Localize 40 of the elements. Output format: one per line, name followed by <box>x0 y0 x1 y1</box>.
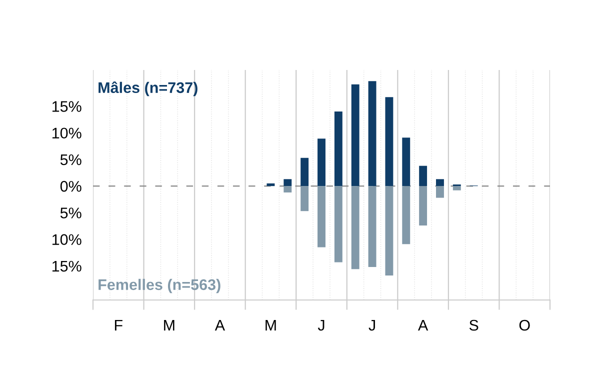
bar <box>368 186 376 267</box>
bar <box>300 186 309 212</box>
y-tick-label: 5% <box>60 208 82 218</box>
y-tick-label: 0% <box>60 180 82 192</box>
bar <box>284 179 292 186</box>
bar <box>351 186 360 270</box>
bar <box>385 186 394 276</box>
x-tick-label: S <box>469 320 478 331</box>
bar <box>351 84 360 186</box>
bar <box>318 186 326 248</box>
bar <box>436 186 444 198</box>
x-tick-label: M <box>164 320 174 331</box>
bar <box>385 97 394 186</box>
bar <box>452 186 461 190</box>
x-tick-label: M <box>266 320 276 331</box>
y-tick-label: 5% <box>60 154 82 166</box>
y-tick-label: 15% <box>52 260 82 272</box>
bar <box>402 186 410 244</box>
bar <box>300 158 309 186</box>
y-tick-label: 15% <box>52 101 82 112</box>
x-tick-label: J <box>368 320 375 331</box>
bar <box>334 186 342 262</box>
x-tick-label: O <box>519 320 530 331</box>
bar <box>368 81 376 186</box>
y-tick-label: 10% <box>52 234 82 245</box>
bar <box>419 186 428 226</box>
x-tick-label: A <box>418 320 428 331</box>
y-tick-label: 10% <box>52 128 82 139</box>
bar <box>334 112 342 186</box>
bar <box>284 186 292 192</box>
x-tick-label: F <box>114 320 122 331</box>
x-tick-label: J <box>318 320 324 331</box>
text: Mâles (n=737) <box>98 82 198 96</box>
bar <box>318 138 326 186</box>
bar <box>436 179 444 186</box>
bar <box>402 138 410 186</box>
text: Femelles (n=563) <box>98 278 220 294</box>
x-tick-label: A <box>214 320 226 331</box>
bar <box>266 183 275 186</box>
bar <box>419 166 428 186</box>
